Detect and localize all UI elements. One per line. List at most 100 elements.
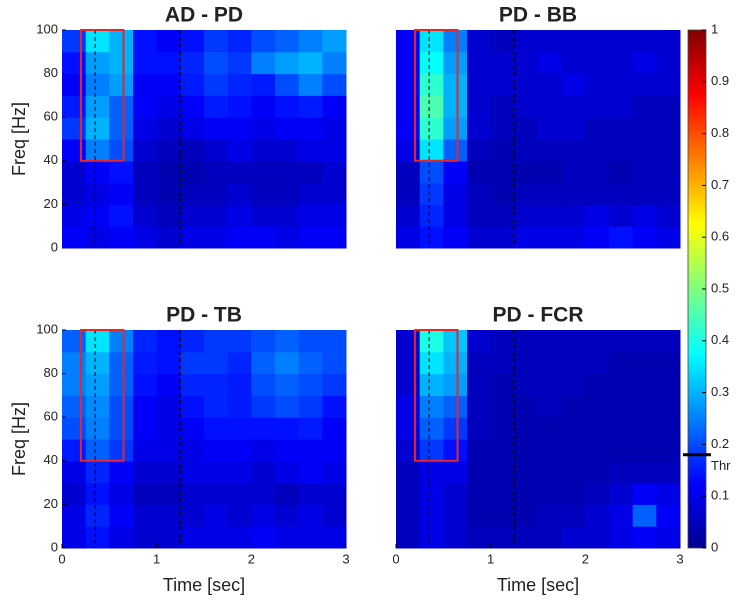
panel-title: AD - PD: [165, 4, 243, 27]
threshold-label: Thr: [711, 458, 731, 473]
heat-cell: [156, 51, 181, 75]
heat-cell: [298, 30, 323, 53]
y-tick-label: 60: [44, 409, 58, 424]
heat-cell: [156, 395, 181, 418]
heat-cell: [180, 117, 205, 140]
heat-cell: [609, 330, 634, 353]
heat-cell: [396, 182, 421, 205]
heat-cell: [396, 117, 421, 140]
heat-cell: [275, 117, 300, 140]
heat-cell: [609, 182, 634, 205]
heat-cell: [609, 351, 634, 375]
heat-cell: [561, 160, 586, 184]
heat-cell: [275, 373, 300, 396]
heat-cell: [443, 526, 468, 549]
heat-cell: [251, 30, 276, 53]
heat-cell: [62, 482, 87, 505]
heat-cell: [251, 373, 276, 396]
heat-cell: [109, 395, 134, 418]
heat-cell: [656, 504, 681, 527]
heat-cell: [275, 226, 300, 249]
heat-cell: [514, 182, 539, 205]
heat-cell: [490, 160, 515, 184]
heat-cell: [322, 504, 347, 527]
y-tick-label: 20: [44, 496, 58, 511]
heat-cell: [443, 182, 468, 205]
heat-cell: [632, 73, 657, 96]
heat-cell: [585, 160, 610, 184]
heat-cell: [180, 226, 205, 249]
heat-cell: [467, 351, 492, 375]
heat-cell: [443, 117, 468, 140]
heat-cell: [490, 373, 515, 396]
heat-cell: [204, 460, 229, 484]
heat-cell: [227, 95, 252, 118]
heat-cell: [396, 373, 421, 396]
heat-cell: [656, 439, 681, 462]
heat-cell: [632, 526, 657, 549]
heat-cell: [514, 330, 539, 353]
roi-box: [79, 29, 125, 162]
heat-cell: [396, 51, 421, 75]
heat-cell: [632, 160, 657, 184]
heat-cell: [656, 182, 681, 205]
heat-cell: [227, 526, 252, 549]
heat-cell: [62, 30, 87, 53]
heat-cell: [490, 30, 515, 53]
heat-cell: [632, 330, 657, 353]
heat-cell: [656, 51, 681, 75]
heat-cell: [419, 439, 444, 462]
heat-cell: [538, 117, 563, 140]
y-tick-label: 100: [36, 21, 58, 36]
roi-box: [79, 329, 125, 462]
heat-cell: [298, 482, 323, 505]
heat-cell: [109, 73, 134, 96]
heat-cell: [538, 351, 563, 375]
heat-cell: [62, 226, 87, 249]
heat-cell: [632, 117, 657, 140]
heat-cell: [538, 439, 563, 462]
heat-cell: [109, 417, 134, 440]
y-tick-label: 80: [44, 365, 58, 380]
heat-cell: [227, 30, 252, 53]
heat-cell: [396, 330, 421, 353]
heat-cell: [298, 73, 323, 96]
heat-cell: [275, 351, 300, 375]
heat-cell: [180, 182, 205, 205]
x-tick-label: 1: [153, 551, 160, 566]
heat-cell: [133, 373, 158, 396]
heat-cell: [62, 417, 87, 440]
colorbar-tick-label: 1: [711, 21, 718, 36]
heat-cell: [538, 482, 563, 505]
heat-cell: [180, 482, 205, 505]
heat-cell: [85, 117, 110, 140]
heat-cell: [251, 73, 276, 96]
heat-cell: [490, 351, 515, 375]
heat-cell: [585, 182, 610, 205]
heat-cell: [204, 417, 229, 440]
heat-cell: [538, 330, 563, 353]
heat-cell: [443, 351, 468, 375]
heat-cell: [656, 30, 681, 53]
heat-cell: [85, 226, 110, 249]
heat-cell: [204, 139, 229, 162]
heat-cell: [180, 460, 205, 484]
heat-cell: [419, 30, 444, 53]
heat-cell: [298, 417, 323, 440]
heat-cell: [467, 460, 492, 484]
heat-cell: [298, 373, 323, 396]
heat-cell: [156, 30, 181, 53]
heat-cell: [109, 95, 134, 118]
heat-cell: [85, 204, 110, 227]
heat-cell: [204, 30, 229, 53]
heat-cell: [109, 330, 134, 353]
heat-cell: [514, 160, 539, 184]
heat-cell: [632, 439, 657, 462]
heat-cell: [443, 417, 468, 440]
heat-cell: [109, 526, 134, 549]
heat-cell: [204, 204, 229, 227]
heat-cell: [609, 51, 634, 75]
heat-cell: [538, 526, 563, 549]
heat-cell: [443, 226, 468, 249]
heat-cell: [62, 395, 87, 418]
